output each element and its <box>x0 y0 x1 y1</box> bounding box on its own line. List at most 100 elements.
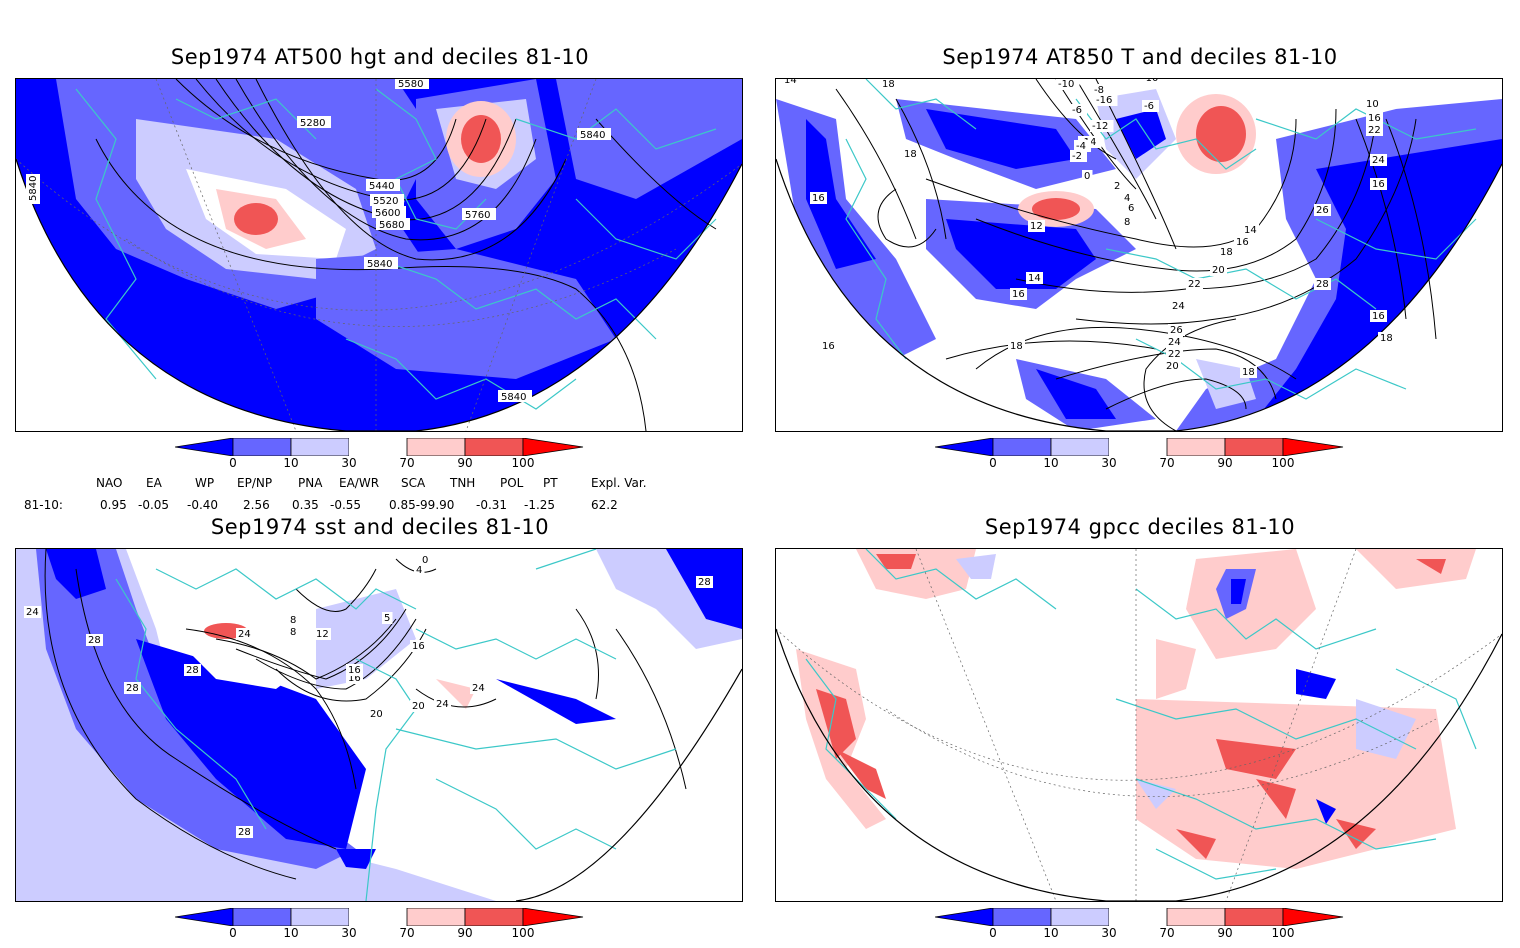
colorbar-tick: 100 <box>1271 456 1295 470</box>
contour-label: -4 <box>1076 141 1086 152</box>
index-value-pol: -1.25 <box>524 498 556 512</box>
colorbar-tick: 90 <box>1217 926 1233 940</box>
colorbar-tick: 90 <box>457 926 473 940</box>
index-header-pol: POL <box>500 476 524 490</box>
contour-label: 20 <box>370 709 383 720</box>
contour-label: -10 <box>1058 79 1074 90</box>
gpcc-precip-deciles <box>796 549 1476 869</box>
colorbar-tick: 10 <box>1043 456 1059 470</box>
colorbar-tick: 90 <box>1217 456 1233 470</box>
colorbar-tick: 100 <box>1271 926 1295 940</box>
contour-label: 5440 <box>369 181 394 192</box>
panel-title-sst: Sep1974 sst and deciles 81-10 <box>210 515 550 539</box>
contour-label: 5520 <box>373 196 398 207</box>
index-header-pt: PT <box>543 476 558 490</box>
contour-label: 0 <box>422 555 428 566</box>
index-value-sca: 0.85-99.90 <box>389 498 455 512</box>
colorbar-tick: 30 <box>341 456 357 470</box>
contour-label: 16 <box>1012 289 1025 300</box>
contour-label: -10 <box>1142 79 1158 84</box>
contour-label: 14 <box>784 79 797 86</box>
colorbar-tick: 0 <box>989 926 997 940</box>
contour-label: 28 <box>698 577 711 588</box>
colorbar-tick: 70 <box>1159 926 1175 940</box>
index-value-expl-var: 62.2 <box>591 498 618 512</box>
colorbar-tick: 70 <box>1159 456 1175 470</box>
index-value-pna: 0.35 <box>292 498 319 512</box>
contour-label: 5580 <box>398 79 423 90</box>
colorbar-tick: 0 <box>229 456 237 470</box>
contour-label: 18 <box>1380 333 1393 344</box>
colorbar-tick: 0 <box>989 456 997 470</box>
contour-label: 24 <box>238 629 251 640</box>
contour-label: 28 <box>88 635 101 646</box>
index-header-nao: NAO <box>96 476 123 490</box>
index-value-eawr: -0.55 <box>330 498 362 512</box>
index-value-wp: -0.40 <box>187 498 219 512</box>
index-value-epnp: 2.56 <box>243 498 270 512</box>
contour-label: 16 <box>1372 311 1385 322</box>
colorbar-tick: 30 <box>341 926 357 940</box>
colorbar-tick: 100 <box>511 456 535 470</box>
contour-label: 14 <box>1244 225 1257 236</box>
index-header-sca: SCA <box>401 476 426 490</box>
contour-label: -8 <box>1094 85 1104 96</box>
contour-label: 24 <box>1168 337 1181 348</box>
contour-label: 5280 <box>300 118 325 129</box>
contour-label: 20 <box>412 701 425 712</box>
contour-label: 22 <box>1168 349 1181 360</box>
contour-label: -6 <box>1072 105 1082 116</box>
index-value-nao: 0.95 <box>100 498 127 512</box>
contour-label: 16 <box>348 665 361 676</box>
map-gpcc <box>775 548 1503 902</box>
contour-label: 24 <box>472 683 485 694</box>
contour-label: 26 <box>1316 205 1329 216</box>
colorbar-t850: 0 10 30 70 90 100 <box>935 438 1355 478</box>
colorbar-tick: 70 <box>399 456 415 470</box>
contour-label: 10 <box>1366 99 1379 110</box>
colorbar-tick: 30 <box>1101 926 1117 940</box>
contour-label: 18 <box>882 79 895 90</box>
index-header-wp: WP <box>195 476 215 490</box>
colorbar-hgt500: 0 10 30 70 90 100 <box>175 438 595 478</box>
contour-label: 6 <box>1128 203 1134 214</box>
contour-label: 20 <box>1166 361 1179 372</box>
contour-label: 18 <box>1220 247 1233 258</box>
map-t850: 14181816-10-8-10-6-16-6-12-14-2-40246812… <box>775 78 1503 432</box>
contour-label: 22 <box>1188 279 1201 290</box>
contour-label: 16 <box>1368 113 1381 124</box>
contour-label: 18 <box>1010 341 1023 352</box>
contour-label: 26 <box>1170 325 1183 336</box>
colorbar-sst: 0 10 30 70 90 100 <box>175 908 595 948</box>
contour-label: 24 <box>1172 301 1185 312</box>
index-header-epnp: EP/NP <box>237 476 273 490</box>
index-header-expl-var: Expl. Var. <box>591 476 647 490</box>
contour-label: 28 <box>126 683 139 694</box>
contour-label: 16 <box>822 341 835 352</box>
contour-label: 4 <box>416 565 422 576</box>
contour-label: 24 <box>436 699 449 710</box>
colorbar-tick: 70 <box>399 926 415 940</box>
colorbar-tick: 10 <box>283 456 299 470</box>
colorbar-tick: 90 <box>457 456 473 470</box>
panel-title-hgt500: Sep1974 AT500 hgt and deciles 81-10 <box>170 45 590 69</box>
index-header-eawr: EA/WR <box>339 476 380 490</box>
contour-label: 8 <box>1124 217 1130 228</box>
contour-label: 16 <box>1236 237 1249 248</box>
contour-label: 5 <box>384 613 390 624</box>
panel-title-t850: Sep1974 AT850 T and deciles 81-10 <box>942 45 1338 69</box>
contour-label: 8 <box>290 627 296 638</box>
contour-label: 24 <box>26 607 39 618</box>
contour-label: 16 <box>812 193 825 204</box>
contour-label: 18 <box>904 149 917 160</box>
t850-warm-anomaly-scandinavia <box>1196 106 1246 162</box>
contour-label: 16 <box>412 641 425 652</box>
panel-title-gpcc: Sep1974 gpcc deciles 81-10 <box>984 515 1296 539</box>
contour-label: 5840 <box>28 176 39 201</box>
contour-label: 5760 <box>465 210 490 221</box>
decile-high-anomaly-scandinavia <box>461 115 501 163</box>
decile-high-anomaly-atlantic <box>234 203 278 235</box>
contour-label: 2 <box>1114 181 1120 192</box>
contour-label: 5840 <box>580 130 605 141</box>
index-row-label: 81-10: <box>24 498 63 512</box>
